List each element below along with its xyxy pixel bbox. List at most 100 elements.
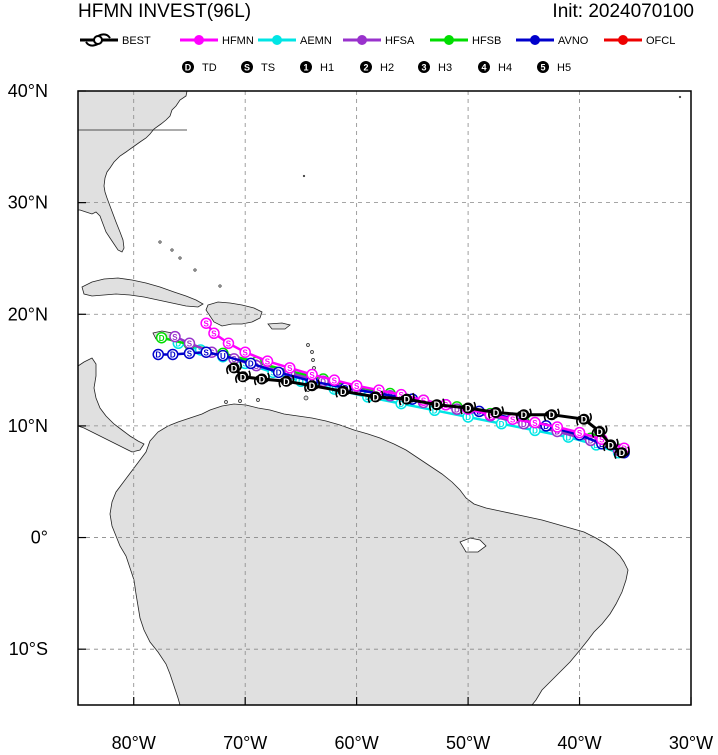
intensity-marker — [328, 374, 341, 386]
track-point: D — [335, 384, 352, 398]
intensity-code: D — [231, 363, 238, 373]
intensity-code: S — [204, 348, 210, 357]
intensity-code: D — [404, 395, 411, 405]
intensity-code: U — [220, 352, 226, 361]
legend-marker — [194, 35, 204, 45]
legend-intensity-h5: 5 H5 — [537, 61, 571, 74]
track-point: U — [217, 349, 229, 362]
intensity-code: D — [175, 339, 181, 348]
intensity-marker — [529, 416, 541, 429]
intensity-label: H2 — [380, 62, 394, 74]
track-point: S — [529, 416, 541, 429]
track-point: S — [306, 368, 318, 381]
legend-intensity-td: D TD — [182, 61, 217, 74]
intensity-code: S — [265, 357, 271, 366]
intensity-code: D — [465, 413, 471, 422]
intensity-label: H5 — [557, 62, 571, 74]
track-point: D — [272, 366, 285, 379]
intensity-code: D — [548, 410, 555, 420]
intensity-marker — [616, 447, 628, 459]
land-cuba — [81, 277, 204, 308]
intensity-marker — [306, 380, 318, 392]
legend-item-aemn: AEMN — [258, 35, 332, 47]
intensity-code: S — [243, 348, 249, 357]
intensity-code: D — [159, 334, 165, 343]
legend: BEST HFMN AEMN HFSA HFSB AVNO OFCL D TD S TS 1 H1 2 H2… — [80, 33, 675, 74]
intensity-marker — [350, 379, 363, 392]
intensity-marker — [284, 362, 296, 374]
x-tick-label: 50°W — [446, 733, 490, 753]
intensity-marker — [401, 393, 413, 405]
intensity-marker — [280, 375, 292, 387]
intensity-code: S — [226, 339, 232, 348]
legend-intensity-h4: 4 H4 — [478, 61, 512, 74]
legend-marker — [444, 35, 454, 45]
legend-label: HFSB — [472, 35, 501, 47]
intensity-code: S — [577, 429, 583, 438]
track-point: D — [245, 357, 257, 370]
intensity-code: D — [372, 392, 379, 402]
intensity-code: S — [244, 63, 250, 73]
intensity-code: S — [376, 386, 382, 395]
x-tick-label: 60°W — [335, 733, 379, 753]
intensity-marker — [370, 391, 382, 403]
intensity-code: D — [619, 448, 626, 458]
forecast-tracks: DDDDDDDDDDDSSSSDDDDDDDDDDDDSSSDDDDDDDDDD… — [152, 317, 630, 460]
intensity-code: D — [298, 377, 304, 386]
track-point: S — [239, 346, 251, 358]
y-tick-label: 20°N — [8, 304, 48, 324]
intensity-code: D — [493, 408, 500, 418]
intensity-code: S — [532, 419, 538, 428]
intensity-code: D — [566, 433, 572, 442]
intensity-marker — [208, 327, 220, 340]
intensity-code: D — [581, 415, 588, 425]
legend-item-avno: AVNO — [516, 35, 589, 47]
intensity-code: 5 — [540, 63, 545, 73]
intensity-code: D — [309, 381, 316, 391]
track-point: D — [613, 446, 630, 460]
intensity-code: D — [596, 427, 603, 437]
intensity-label: TD — [202, 62, 217, 74]
intensity-code: D — [432, 406, 438, 415]
intensity-code: D — [398, 400, 404, 409]
track-point: D — [155, 331, 168, 344]
intensity-marker — [578, 413, 590, 425]
track-point: S — [169, 330, 181, 343]
legend-item-hfmn: HFMN — [180, 35, 254, 47]
intensity-code: D — [588, 437, 594, 446]
intensity-marker — [605, 439, 617, 451]
track-point: D — [367, 390, 384, 404]
intensity-code: S — [332, 376, 338, 385]
intensity-code: S — [187, 339, 193, 348]
intensity-marker — [183, 347, 196, 360]
intensity-code: 4 — [481, 63, 486, 73]
intensity-code: S — [187, 350, 193, 359]
y-tick-label: 10°S — [9, 639, 48, 659]
legend-label: AEMN — [300, 35, 332, 47]
intensity-code: S — [354, 382, 360, 391]
intensity-code: D — [340, 387, 347, 397]
y-tick-label: 30°N — [8, 193, 48, 213]
intensity-marker — [169, 330, 181, 343]
intensity-code: S — [555, 423, 561, 432]
track-point: D — [253, 372, 270, 386]
x-tick-label: 80°W — [112, 733, 156, 753]
intensity-marker — [256, 373, 268, 385]
intensity-marker — [239, 346, 251, 358]
x-tick-label: 30°W — [669, 733, 713, 753]
intensity-marker — [594, 425, 606, 437]
land-north-america — [78, 91, 188, 253]
intensity-code: S — [204, 319, 210, 328]
map-title: HFMN INVEST(96L) — [78, 1, 252, 22]
intensity-marker — [551, 421, 564, 433]
intensity-marker — [306, 368, 318, 381]
intensity-icon — [241, 61, 253, 73]
legend-item-ofcl: OFCL — [604, 35, 675, 47]
intensity-code: D — [499, 420, 505, 429]
intensity-marker — [228, 362, 240, 374]
intensity-icon — [418, 61, 430, 73]
intensity-marker — [261, 355, 274, 367]
intensity-marker — [245, 357, 257, 370]
intensity-marker — [166, 348, 179, 361]
